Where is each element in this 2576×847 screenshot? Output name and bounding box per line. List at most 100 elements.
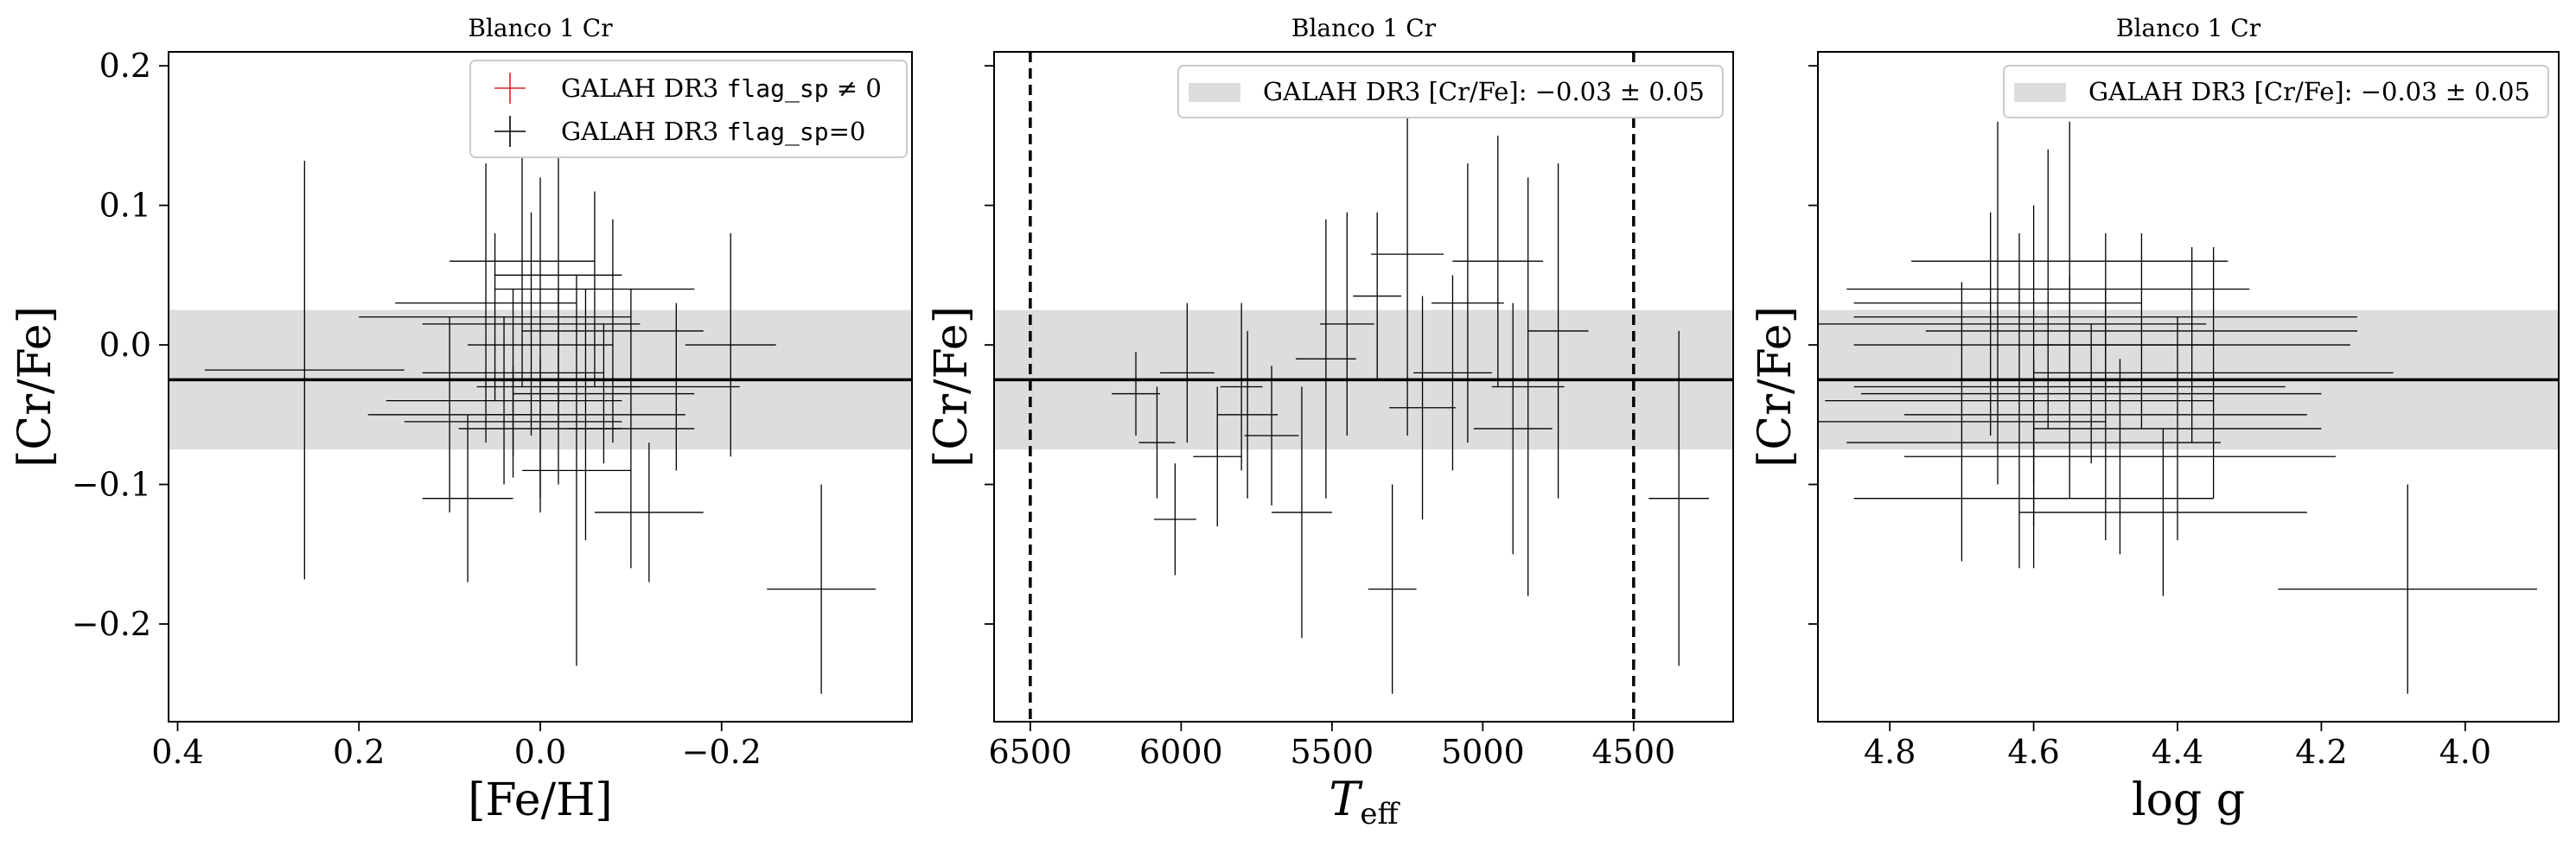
x-tick-label: −0.2 xyxy=(682,733,762,771)
legend-label: GALAH DR3 flag_sp ≠ 0 xyxy=(561,73,882,104)
legend: GALAH DR3 flag_sp ≠ 0 GALAH DR3 flag_sp=0 xyxy=(469,60,908,158)
data-point-7 xyxy=(1371,73,1444,436)
x-tick-label: 4500 xyxy=(1591,733,1675,771)
x-tick-label: 4.6 xyxy=(2007,733,2059,771)
data-point-9 xyxy=(1825,232,2214,569)
panel-title: Blanco 1 Cr xyxy=(2116,14,2261,42)
data-point-0 xyxy=(2278,484,2538,694)
x-tick-label: 4.8 xyxy=(1864,733,1916,771)
data-point-10 xyxy=(685,232,776,457)
data-point-20 xyxy=(1138,386,1176,499)
data-point-3 xyxy=(1853,121,2142,485)
plot-area xyxy=(994,52,1733,722)
panel-logg: 4.8 4.6 4.4 4.2 4.0 Blanco 1 Cr [Cr/Fe] log g GA… xyxy=(1750,14,2560,826)
data-point-2 xyxy=(1159,302,1215,443)
x-axis-label: Teff xyxy=(1329,772,1400,831)
data-point-13 xyxy=(1244,366,1299,506)
plot-area xyxy=(169,121,912,694)
legend-patch xyxy=(2014,83,2066,102)
y-tick-label: 0.0 xyxy=(99,326,151,364)
data-point-17 xyxy=(1860,323,2322,464)
x-tick-label: 0.4 xyxy=(151,733,203,771)
data-point-16 xyxy=(1389,296,1456,519)
legend-label: GALAH DR3 flag_sp=0 xyxy=(561,117,865,147)
data-point-21 xyxy=(1220,302,1263,471)
legend: GALAH DR3 [Cr/Fe]: −0.03 ± 0.05 xyxy=(2003,65,2549,118)
y-tick-label: 0.1 xyxy=(99,187,151,225)
data-point-8 xyxy=(2033,316,2322,541)
panel-title: Blanco 1 Cr xyxy=(468,14,613,42)
panel-feh: 0.4 0.2 0.0 −0.2 −0.2 −0.1 0.0 0.1 0.2 Blanco 1 C… xyxy=(10,14,913,826)
data-point-12 xyxy=(1648,330,1710,666)
data-point-9 xyxy=(522,219,704,443)
data-point-0 xyxy=(1112,352,1160,436)
x-axis-label: [Fe/H] xyxy=(468,774,612,826)
panel-teff: 6500 6000 5500 5000 4500 Blanco 1 Cr [Cr/Fe] Te… xyxy=(926,14,1734,831)
data-point-8 xyxy=(1413,275,1492,471)
legend-box xyxy=(1177,65,1724,118)
legend-label: GALAH DR3 [Cr/Fe]: −0.03 ± 0.05 xyxy=(2088,77,2530,106)
data-point-23 xyxy=(494,191,695,387)
data-point-11 xyxy=(1527,163,1589,499)
plot-area xyxy=(1818,121,2559,694)
legend-label: GALAH DR3 [Cr/Fe]: −0.03 ± 0.05 xyxy=(1263,77,1705,106)
data-point-21 xyxy=(404,366,622,478)
data-point-17 xyxy=(367,316,532,513)
data-point-16 xyxy=(1818,212,2207,436)
x-tick-label: 6500 xyxy=(989,733,1073,771)
data-point-0 xyxy=(204,160,405,580)
data-point-6 xyxy=(1368,484,1417,694)
legend-entry-0: GALAH DR3 flag_sp ≠ 0 xyxy=(494,73,882,104)
y-axis-label: [Cr/Fe] xyxy=(1750,306,1801,468)
data-point-14 xyxy=(1846,150,2250,429)
y-axis-label: [Cr/Fe] xyxy=(10,306,61,468)
data-point-5 xyxy=(395,163,577,443)
data-point-5 xyxy=(1319,212,1374,436)
legend-entry-1: GALAH DR3 flag_sp=0 xyxy=(494,116,865,147)
x-tick-label: 4.0 xyxy=(2439,733,2491,771)
data-point-14 xyxy=(594,443,704,583)
data-point-4 xyxy=(1272,386,1332,639)
x-tick-label: 4.4 xyxy=(2152,733,2203,771)
legend: GALAH DR3 [Cr/Fe]: −0.03 ± 0.05 xyxy=(1177,65,1724,118)
data-point-1 xyxy=(767,484,877,694)
data-point-17 xyxy=(1431,163,1504,443)
data-point-14 xyxy=(1295,219,1356,499)
data-point-1 xyxy=(1153,463,1196,576)
data-point-15 xyxy=(2018,428,2307,596)
plot-frame xyxy=(1817,51,2560,723)
plot-frame xyxy=(993,51,1734,723)
data-point-18 xyxy=(2033,247,2350,443)
y-tick-label: −0.2 xyxy=(72,605,151,643)
x-tick-label: 4.2 xyxy=(2295,733,2347,771)
data-point-7 xyxy=(1911,121,2228,401)
x-axis-label: log g xyxy=(2132,774,2245,826)
data-point-15 xyxy=(1353,212,1402,380)
data-point-20 xyxy=(513,323,695,464)
y-axis-label: [Cr/Fe] xyxy=(926,306,978,468)
y-tick-label: −0.1 xyxy=(72,466,151,504)
x-tick-label: 5500 xyxy=(1290,733,1374,771)
data-point-11 xyxy=(2033,247,2394,499)
data-point-13 xyxy=(1903,359,2337,555)
data-point-19 xyxy=(1193,386,1242,526)
x-tick-label: 0.0 xyxy=(514,733,566,771)
data-point-3 xyxy=(1217,330,1278,499)
x-tick-label: 6000 xyxy=(1139,733,1223,771)
data-point-6 xyxy=(1925,232,2358,429)
legend-box xyxy=(469,60,908,158)
legend-box xyxy=(2003,65,2549,118)
data-point-11 xyxy=(450,135,595,387)
data-point-18 xyxy=(494,121,622,429)
data-point-13 xyxy=(422,414,513,583)
x-tick-label: 0.2 xyxy=(333,733,385,771)
data-point-19 xyxy=(1846,359,2221,526)
data-point-19 xyxy=(458,359,622,499)
data-point-12 xyxy=(1818,282,2106,562)
data-point-22 xyxy=(612,302,740,471)
y-tick-label: 0.2 xyxy=(99,47,151,85)
legend-patch xyxy=(1189,83,1240,102)
data-point-18 xyxy=(1473,302,1553,555)
data-point-10 xyxy=(1491,177,1565,596)
